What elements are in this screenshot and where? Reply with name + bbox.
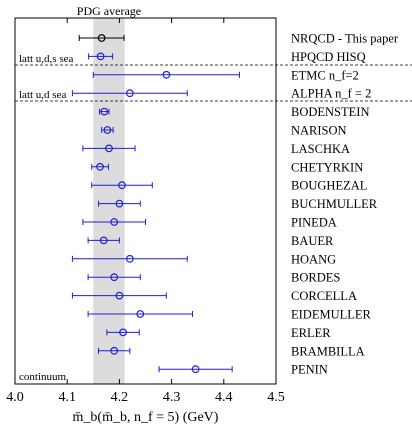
data-point	[92, 70, 240, 79]
point-marker	[136, 310, 145, 318]
point-marker	[96, 162, 104, 171]
point-marker	[99, 236, 108, 245]
entry-label: HPQCD HISQ	[291, 50, 366, 64]
pdg-band	[93, 18, 125, 384]
data-point	[106, 328, 140, 337]
pdg-band-label: PDG average	[77, 4, 141, 18]
data-point	[88, 52, 114, 61]
data-point	[87, 310, 193, 318]
region-dividers	[15, 64, 412, 102]
point-marker	[162, 70, 171, 79]
point-marker	[115, 291, 124, 300]
entry-label: BODENSTEIN	[291, 105, 369, 119]
point-marker	[191, 365, 200, 374]
data-point	[78, 34, 125, 42]
data-point	[71, 291, 167, 300]
point-marker	[118, 181, 126, 190]
entry-label: BRAMBILLA	[291, 344, 365, 358]
entry-label: LASCHKA	[291, 142, 350, 156]
data-point	[71, 254, 188, 263]
point-marker	[119, 328, 127, 337]
entry-label: BAUER	[291, 234, 334, 248]
point-marker	[115, 199, 124, 208]
data-point	[101, 126, 114, 134]
entry-label: NARISON	[291, 124, 347, 138]
region-label: continuum	[19, 371, 66, 383]
point-marker	[110, 218, 119, 226]
data-point	[91, 162, 109, 171]
region-label: latt u,d,s sea	[19, 53, 73, 65]
point-marker	[97, 34, 106, 42]
x-tick-label: 4.0	[6, 390, 24, 405]
x-axis-label: m̄_b(m̄_b, n_f = 5) (GeV)	[73, 410, 219, 425]
point-marker	[125, 254, 134, 263]
x-tick-label: 4.1	[58, 390, 76, 405]
entry-label: EIDEMULLER	[291, 308, 372, 322]
x-axis-ticks: 4.0 4.1 4.2 4.3 4.4 4.5	[6, 18, 285, 405]
point-marker	[103, 126, 112, 134]
entry-label: NRQCD - This paper	[291, 32, 399, 46]
entry-label: ERLER	[291, 326, 331, 340]
entry-label: BOUGHEZAL	[291, 179, 367, 193]
data-point	[82, 144, 136, 153]
data-point	[82, 218, 146, 226]
data-point	[91, 181, 153, 190]
data-point	[87, 273, 141, 282]
x-tick-label: 4.3	[163, 390, 181, 405]
point-marker	[110, 273, 119, 282]
point-marker	[125, 89, 134, 98]
entry-label: CORCELLA	[291, 289, 357, 303]
x-tick-label: 4.5	[267, 390, 285, 405]
entry-label: HOANG	[291, 252, 336, 266]
point-marker	[100, 107, 109, 116]
data-point	[71, 89, 188, 98]
region-labels: latt u,d,s sea latt u,d sea continuum	[19, 53, 73, 383]
data-point	[158, 365, 233, 374]
entry-label: CHETYRKIN	[291, 160, 363, 174]
x-tick-label: 4.4	[215, 390, 233, 405]
region-label: latt u,d sea	[19, 89, 66, 101]
data-point	[99, 107, 110, 116]
data-points	[71, 34, 240, 374]
data-point	[98, 199, 141, 208]
entry-labels: NRQCD - This paper HPQCD HISQ ETMC n_f=2 AL…	[291, 32, 399, 377]
entry-label: PINEDA	[291, 216, 337, 230]
data-point	[98, 346, 131, 355]
entry-label: BORDES	[291, 271, 340, 285]
entry-label: BUCHMULLER	[291, 197, 378, 211]
point-marker	[96, 52, 105, 61]
x-tick-label: 4.2	[111, 390, 129, 405]
data-point	[87, 236, 120, 245]
entry-label: ALPHA n_f = 2	[291, 87, 371, 101]
entry-label: PENIN	[291, 363, 328, 377]
point-marker	[105, 144, 113, 153]
point-marker	[110, 346, 119, 355]
entry-label: ETMC n_f=2	[291, 68, 359, 82]
plot-frame	[14, 17, 277, 385]
